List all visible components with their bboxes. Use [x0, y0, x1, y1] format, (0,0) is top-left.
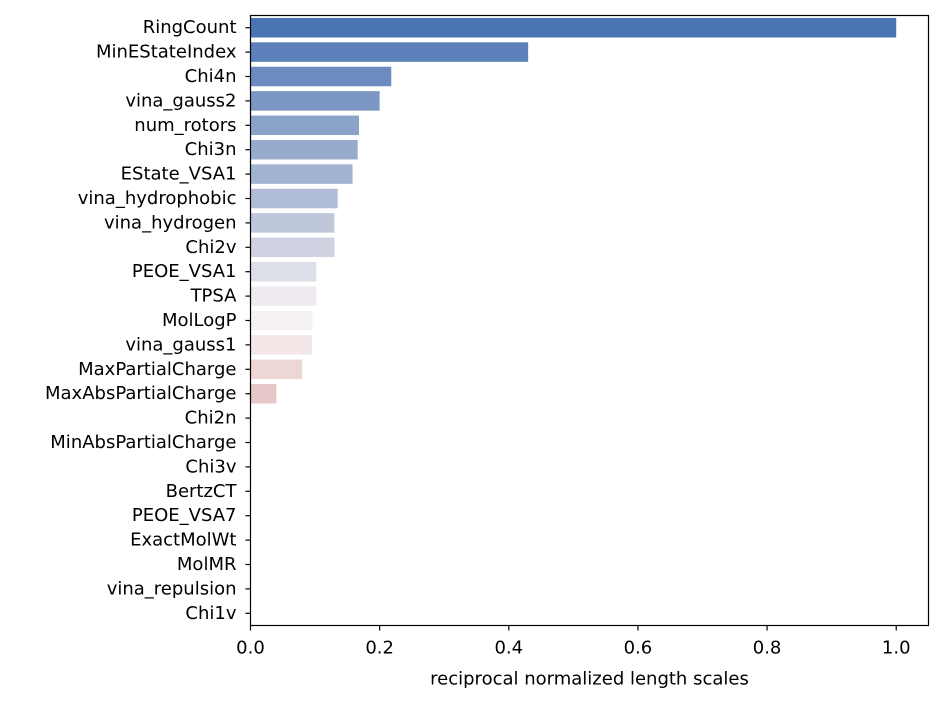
y-tick-label: MinAbsPartialCharge	[50, 432, 236, 453]
bar-MaxAbsPartialCharge	[250, 383, 277, 404]
bars-group	[250, 17, 897, 404]
y-tick-label: Chi3n	[185, 139, 237, 160]
bar-EState_VSA1	[250, 164, 353, 184]
plot-frame	[249, 14, 930, 627]
bar-vina_hydrophobic	[250, 188, 338, 209]
bar-TPSA	[250, 286, 317, 306]
y-tick-label: MolLogP	[162, 310, 237, 331]
y-tick-label: vina_gauss2	[125, 90, 236, 111]
y-tick-label: ExactMolWt	[130, 530, 236, 551]
y-tick-label: vina_repulsion	[107, 578, 237, 599]
bar-MaxPartialCharge	[250, 359, 303, 380]
bar-vina_gauss2	[250, 91, 380, 111]
x-tick-label: 0.6	[624, 638, 653, 659]
x-tick-label: 0.8	[753, 638, 782, 659]
y-tick-label: EState_VSA1	[121, 164, 237, 185]
y-tick-label: num_rotors	[134, 115, 236, 136]
y-tick-label: MaxPartialCharge	[78, 359, 236, 380]
bar-vina_hydrogen	[250, 213, 335, 233]
x-tick-label: 0.4	[494, 638, 523, 659]
y-tick-label: vina_gauss1	[125, 334, 236, 355]
y-tick-label: Chi1v	[185, 603, 236, 624]
y-tick-label: Chi3v	[185, 456, 236, 477]
y-tick-label: MolMR	[177, 554, 237, 575]
bar-MolLogP	[250, 310, 313, 331]
bar-vina_gauss1	[250, 335, 312, 355]
y-tick-label: PEOE_VSA7	[132, 505, 237, 526]
bar-RingCount	[250, 17, 897, 38]
y-tick-label: RingCount	[143, 17, 237, 38]
y-tick-label: vina_hydrogen	[104, 212, 237, 233]
bar-Chi4n	[250, 66, 392, 87]
x-tick-label: 1.0	[882, 638, 911, 659]
y-tick-label: PEOE_VSA1	[132, 261, 237, 282]
x-axis-label: reciprocal normalized length scales	[430, 669, 749, 690]
bar-Chi2v	[250, 237, 335, 258]
y-tick-label: vina_hydrophobic	[78, 188, 237, 209]
bar-num_rotors	[250, 115, 359, 136]
x-tick-label: 0.0	[236, 638, 265, 659]
x-tick-label: 0.2	[365, 638, 394, 659]
bar-MinEStateIndex	[250, 42, 529, 62]
y-tick-label: BertzCT	[166, 481, 238, 502]
y-tick-label: TPSA	[190, 286, 238, 307]
y-tick-label: Chi2v	[185, 237, 236, 258]
y-tick-label: Chi2n	[185, 408, 237, 429]
bar-PEOE_VSA1	[250, 261, 317, 282]
x-axis-ticks: 0.0 0.2 0.4 0.6 0.8 1.0	[236, 625, 911, 659]
y-axis-ticks: RingCount MinEStateIndex Chi4n vina_gauss2n…	[45, 17, 251, 624]
bar-Chi3n	[250, 139, 358, 160]
y-tick-label: MaxAbsPartialCharge	[45, 383, 237, 404]
y-tick-label: MinEStateIndex	[96, 42, 237, 63]
y-tick-label: Chi4n	[185, 66, 237, 87]
